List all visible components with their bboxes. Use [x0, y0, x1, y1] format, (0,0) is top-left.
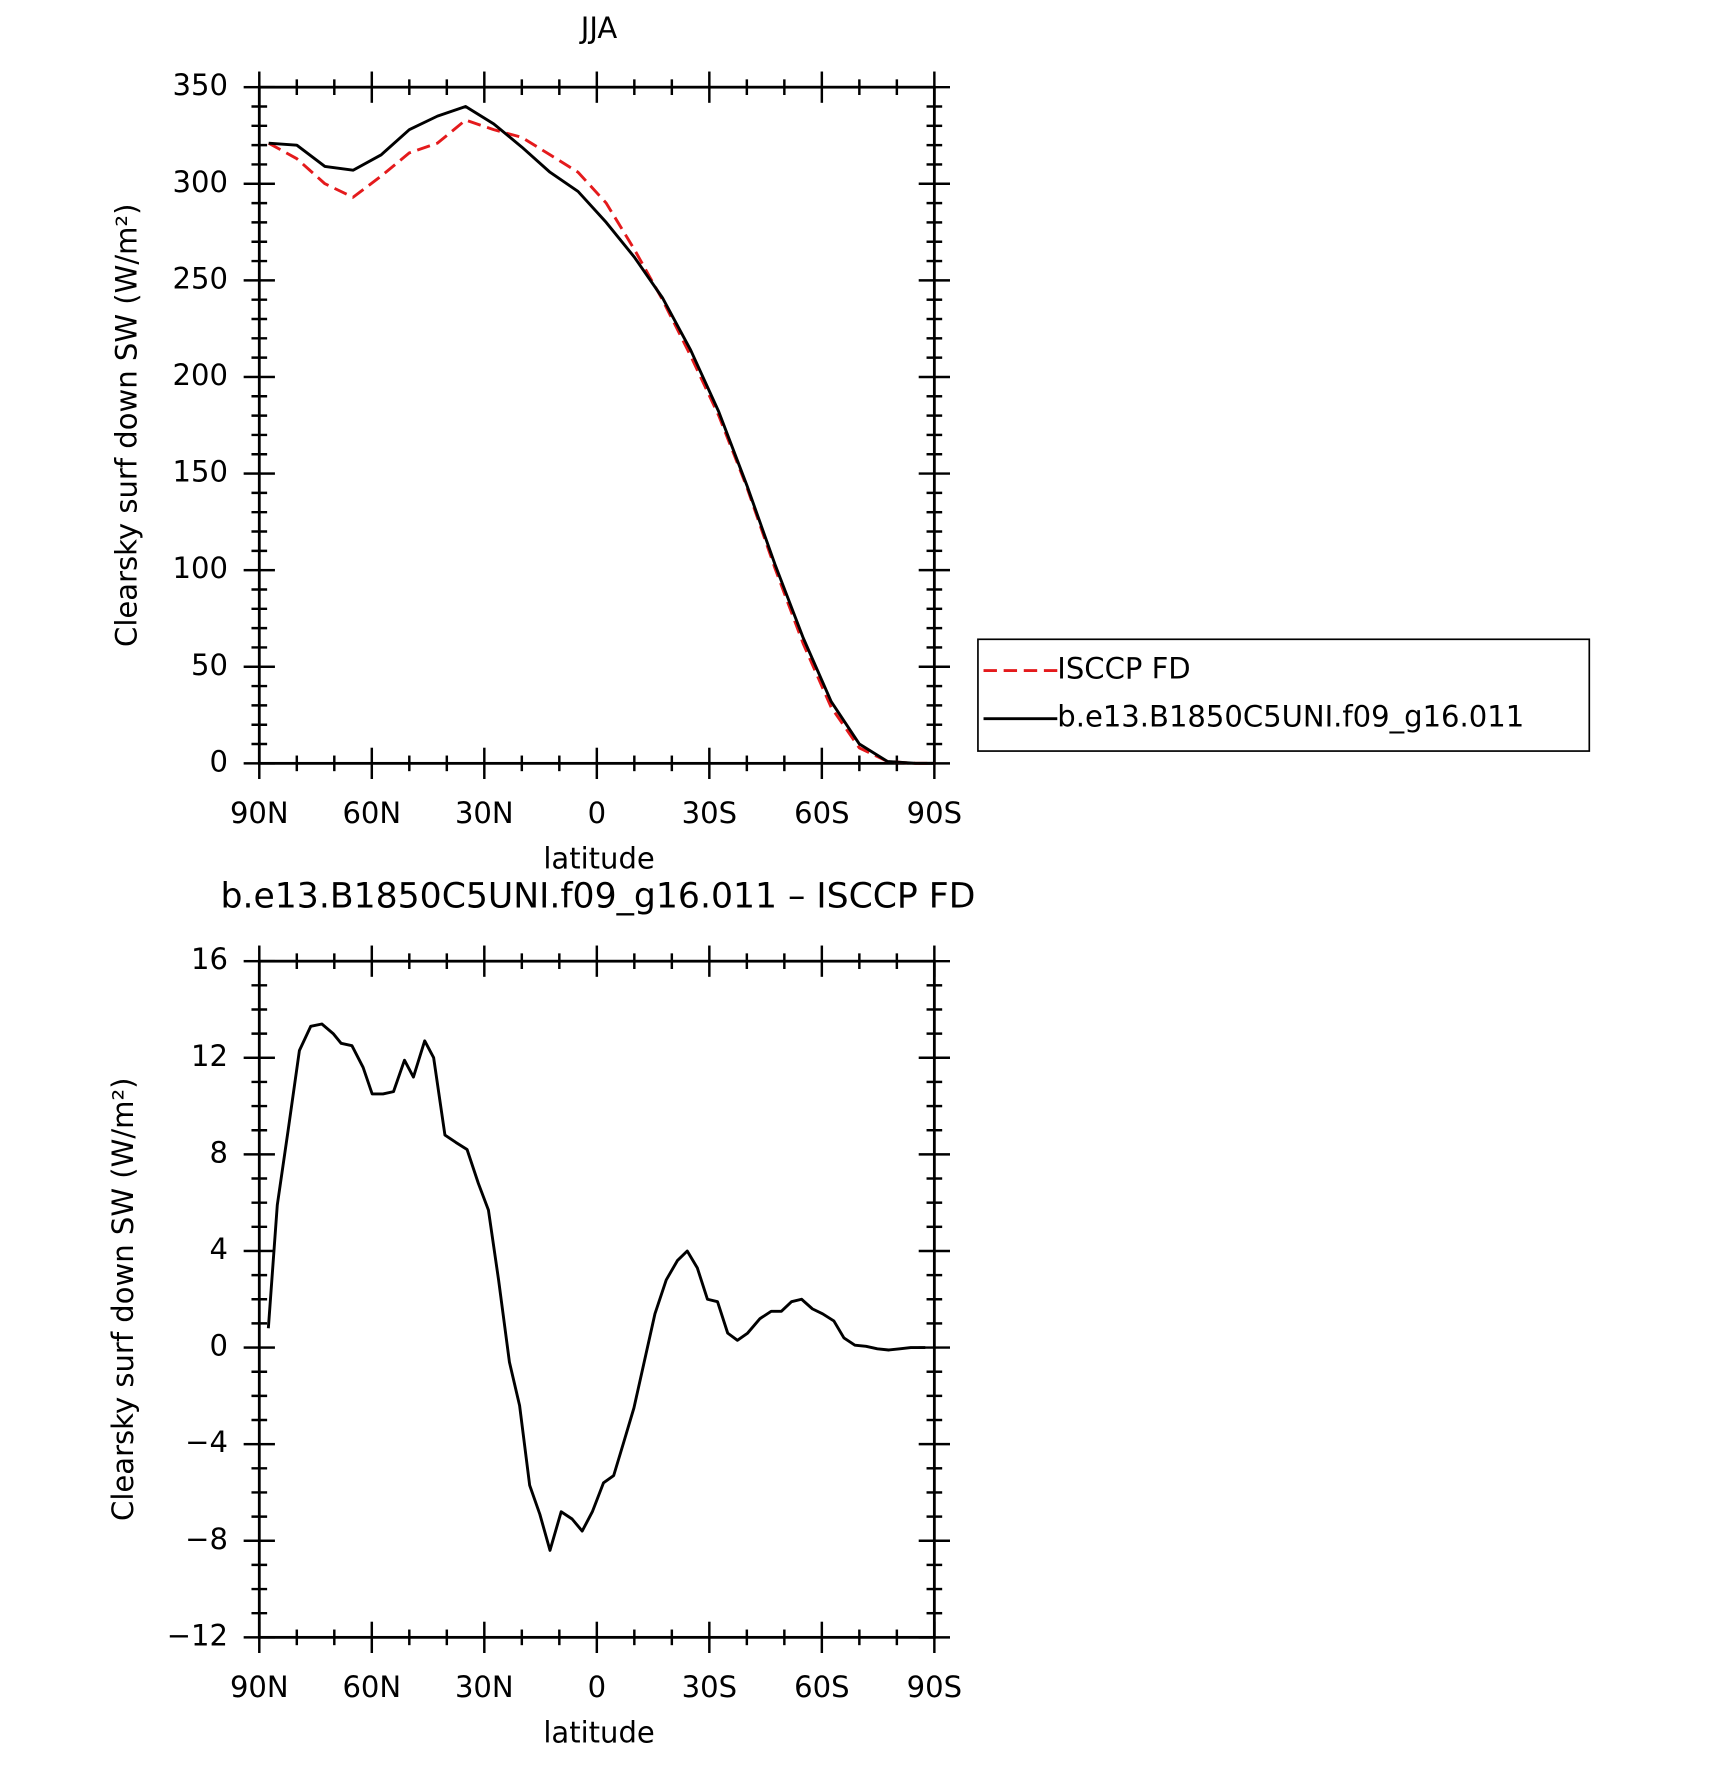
- x-tick-label: 0: [588, 1670, 606, 1704]
- x-tick-label: 90N: [230, 796, 289, 830]
- data-line: [267, 118, 935, 765]
- y-tick-label: 16: [191, 942, 228, 976]
- y-tick-label: 8: [210, 1135, 228, 1169]
- y-tick-label: 4: [210, 1232, 228, 1266]
- x-tick-label: 90S: [907, 796, 962, 830]
- y-axis-label: Clearsky surf down SW (W/m²): [110, 204, 144, 647]
- x-tick-label: 60N: [342, 796, 401, 830]
- x-tick-label: 30S: [682, 1670, 737, 1704]
- y-tick-label: 150: [173, 455, 228, 489]
- x-tick-label: 90S: [907, 1670, 962, 1704]
- chart-title: b.e13.B1850C5UNI.f09_g16.011 – ISCCP FD: [220, 876, 975, 916]
- x-tick-label: 60N: [342, 1670, 401, 1704]
- y-tick-label: 0: [210, 1329, 228, 1363]
- y-tick-label: 350: [173, 68, 228, 102]
- x-axis-label: latitude: [543, 842, 654, 876]
- x-tick-label: 90N: [230, 1670, 289, 1704]
- data-line: [266, 1022, 926, 1552]
- legend-label: ISCCP FD: [1057, 652, 1190, 686]
- y-axis-label: Clearsky surf down SW (W/m²): [106, 1078, 140, 1521]
- y-tick-label: 300: [173, 165, 228, 199]
- data-line: [268, 105, 935, 765]
- y-tick-label: 50: [191, 648, 228, 682]
- x-tick-label: 30N: [455, 1670, 514, 1704]
- x-tick-label: 60S: [794, 796, 849, 830]
- x-axis-label: latitude: [543, 1716, 654, 1750]
- x-tick-label: 30N: [455, 796, 514, 830]
- y-tick-label: 100: [173, 551, 228, 585]
- y-tick-label: −12: [167, 1618, 228, 1652]
- plot-frame: [257, 85, 936, 765]
- y-tick-label: 12: [191, 1039, 228, 1073]
- x-tick-label: 30S: [682, 796, 737, 830]
- y-tick-label: 200: [173, 358, 228, 392]
- y-tick-label: −8: [185, 1522, 228, 1556]
- y-tick-label: 250: [173, 261, 228, 295]
- x-tick-label: 60S: [794, 1670, 849, 1704]
- chart-title: JJA: [579, 11, 618, 45]
- legend-box: [977, 638, 1591, 752]
- legend-label: b.e13.B1850C5UNI.f09_g16.011: [1057, 700, 1524, 734]
- y-tick-label: −4: [185, 1425, 228, 1459]
- x-tick-label: 0: [588, 796, 606, 830]
- y-tick-label: 0: [210, 744, 228, 778]
